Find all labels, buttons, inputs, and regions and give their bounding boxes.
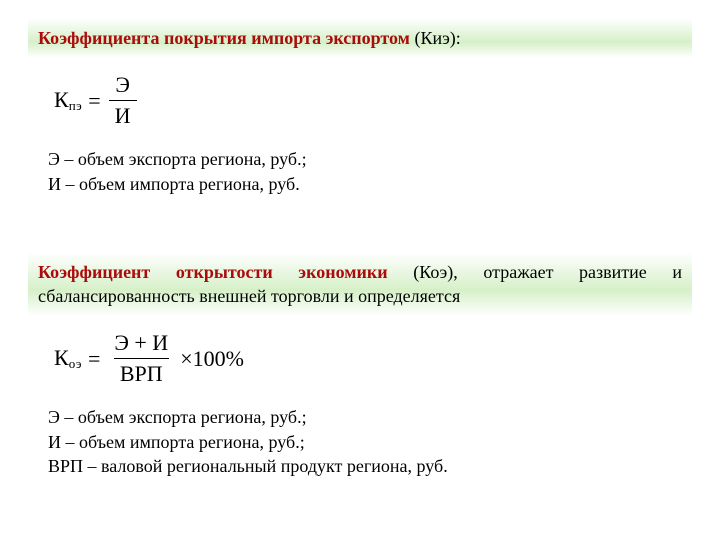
formula1-lhs-base: К xyxy=(54,87,69,112)
formula2-numerator: Э + И xyxy=(108,330,174,358)
formula1-numerator: Э xyxy=(109,72,136,100)
section1-legend: Э – объем экспорта региона, руб.; И – об… xyxy=(48,147,720,196)
formula2-denominator: ВРП xyxy=(114,358,169,387)
equals-sign: = xyxy=(88,346,100,372)
formula1-lhs-sub: пэ xyxy=(69,98,83,113)
legend-line: Э – объем экспорта региона, руб.; xyxy=(48,405,720,429)
formula2-multiplier: ×100% xyxy=(180,346,244,372)
section1-header: Коэффициента покрытия импорта экспортом … xyxy=(28,18,692,58)
equals-sign: = xyxy=(88,88,100,114)
section2-header: Коэффициент открытости экономики (Коэ), … xyxy=(28,252,692,317)
formula2-lhs-sub: оэ xyxy=(69,356,82,371)
section1-title-rest: (Киэ): xyxy=(410,28,461,48)
section1-formula: Кпэ = Э И xyxy=(54,72,720,129)
legend-line: Э – объем экспорта региона, руб.; xyxy=(48,147,720,171)
formula1-lhs: Кпэ xyxy=(54,87,82,114)
section1-title-emph: Коэффициента покрытия импорта экспортом xyxy=(38,28,410,48)
formula2-lhs-base: К xyxy=(54,345,69,370)
formula1-fraction: Э И xyxy=(109,72,137,129)
formula1-denominator: И xyxy=(109,100,137,129)
section2-legend: Э – объем экспорта региона, руб.; И – об… xyxy=(48,405,720,478)
legend-line: ВРП – валовой региональный продукт регио… xyxy=(48,454,720,478)
section2-title-emph: Коэффициент открытости экономики xyxy=(38,262,388,282)
legend-line: И – объем импорта региона, руб. xyxy=(48,172,720,196)
legend-line: И – объем импорта региона, руб.; xyxy=(48,430,720,454)
formula2-lhs: Коэ xyxy=(54,345,82,372)
formula2-fraction: Э + И ВРП xyxy=(108,330,174,387)
section2-formula: Коэ = Э + И ВРП ×100% xyxy=(54,330,720,387)
